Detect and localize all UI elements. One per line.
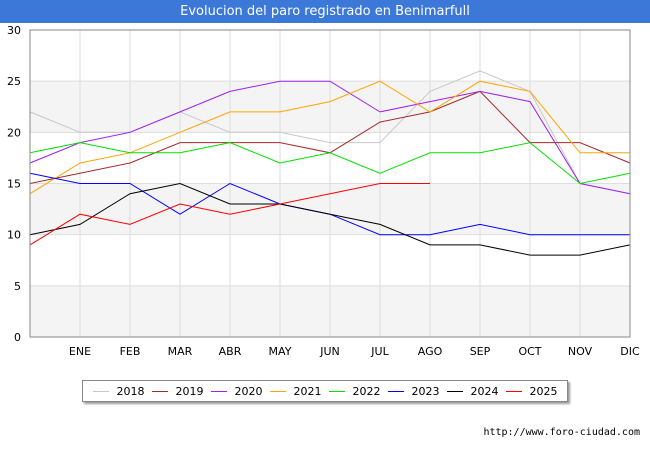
series-line-2022 [29,142,631,185]
legend-item-2023: 2023 [387,384,440,398]
x-tick-label: ABR [219,345,242,358]
x-tick-label: FEB [120,345,141,358]
legend-swatch [387,390,404,392]
series-lines [29,70,631,256]
legend-label: 2018 [116,384,145,398]
legend-swatch [328,390,345,392]
x-tick-label: ENE [69,345,91,358]
legend-item-2019: 2019 [151,384,204,398]
x-tick-label: MAY [269,345,292,358]
legend-label: 2019 [175,384,204,398]
series-line-2020 [29,80,631,195]
y-tick-label: 0 [14,331,21,344]
legend-item-2025: 2025 [505,384,558,398]
y-tick-label: 5 [14,280,21,293]
series-line-2025 [29,183,430,246]
legend-item-2022: 2022 [328,384,381,398]
x-tick-label: JUN [319,345,340,358]
legend-swatch [151,390,168,392]
legend-item-2020: 2020 [210,384,263,398]
legend-item-2021: 2021 [269,384,322,398]
legend-swatch [92,390,109,392]
x-tick-label: DIC [620,345,640,358]
legend-label: 2025 [529,384,558,398]
legend-label: 2022 [352,384,381,398]
y-tick-label: 15 [7,178,21,191]
series-line-2024 [29,182,631,256]
legend-label: 2024 [470,384,499,398]
legend: 2018 2019 2020 2021 2022 2023 2024 2025 [82,380,568,402]
plot-area-border [29,29,631,338]
y-axis-ticks: 0 5 10 15 20 25 30 [7,24,21,344]
x-tick-label: SEP [470,345,491,358]
legend-label: 2020 [234,384,263,398]
source-credit: http://www.foro-ciudad.com [483,427,640,438]
y-tick-label: 20 [7,126,21,139]
legend-item-2024: 2024 [446,384,499,398]
legend-swatch [446,390,463,392]
legend-label: 2021 [293,384,322,398]
legend-swatch [269,390,286,392]
legend-label: 2023 [411,384,440,398]
y-tick-label: 10 [7,229,21,242]
x-tick-label: OCT [518,345,541,358]
x-axis-ticks: ENE FEB MAR ABR MAY JUN JUL AGO SEP OCT NOV DIC [69,345,640,358]
x-tick-label: NOV [568,345,593,358]
x-tick-label: JUL [370,345,389,358]
chart-title: Evolucion del paro registrado en Benimar… [0,0,650,23]
legend-swatch [505,390,522,392]
legend-item-2018: 2018 [92,384,145,398]
x-tick-label: AGO [418,345,443,358]
legend-swatch [210,390,227,392]
y-tick-label: 25 [7,75,21,88]
x-tick-label: MAR [168,345,193,358]
y-tick-label: 30 [7,24,21,37]
